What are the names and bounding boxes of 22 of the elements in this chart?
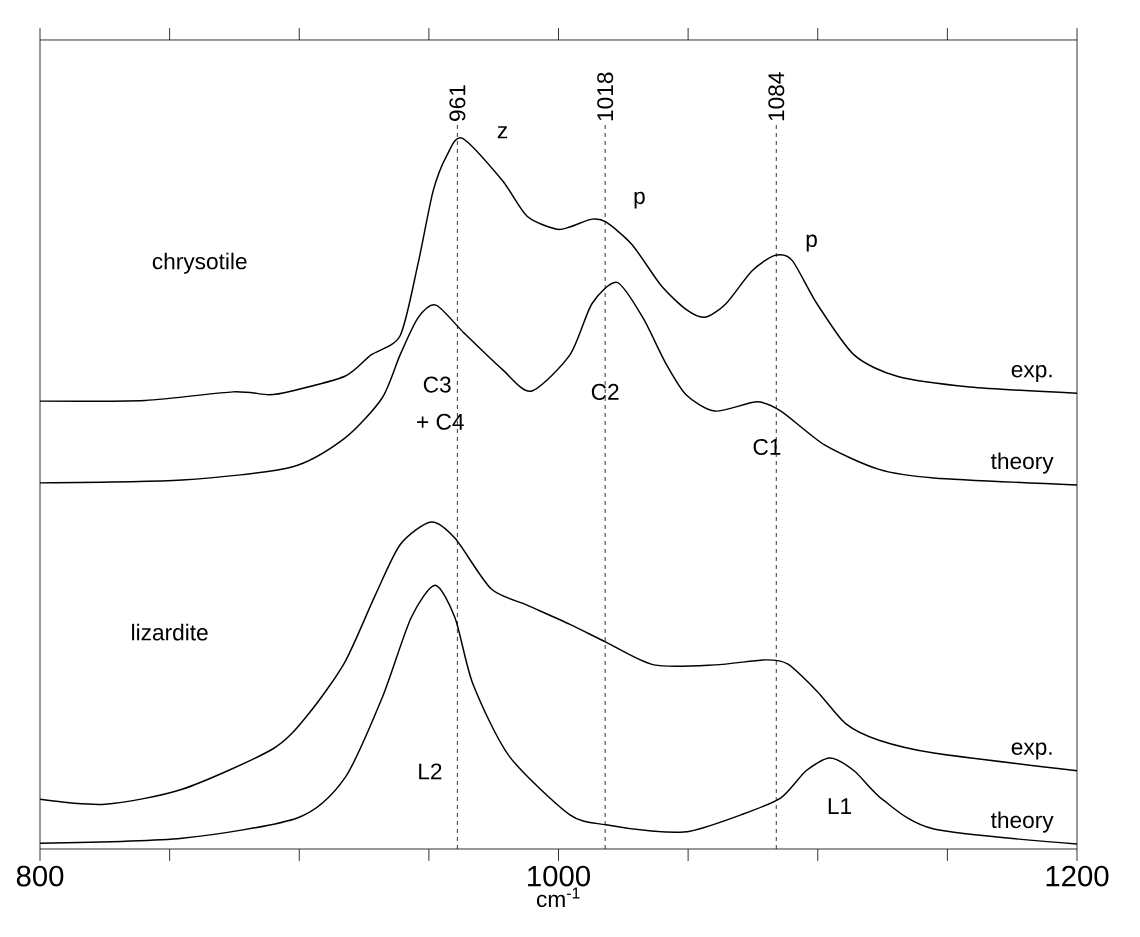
x-tick-label: 1200 [1046,865,1109,887]
annotation: chrysotile [152,252,247,274]
series-label: exp. [1011,742,1052,760]
series-label: exp. [1011,365,1052,382]
x-tick-label: 800 [16,865,64,887]
annotation: lizardite [132,623,208,641]
annotation: + C4 [417,413,464,430]
annotation: z [497,126,508,139]
ref-line-label: 961 [449,85,466,121]
series-label: theory [990,452,1054,474]
ref-line-label: 1084 [768,72,785,121]
annotation: L1 [828,798,852,814]
series-label: theory [990,811,1054,833]
annotation: L2 [419,763,442,780]
ref-line-label: 1018 [597,72,614,121]
annotation: p [806,234,817,252]
annotation: C2 [591,383,619,400]
annotation: p [634,191,645,209]
x-axis-title: cm$^{-1}$ [536,887,580,908]
annotation: C3 [423,376,451,393]
annotation: C1 [753,438,781,455]
x-tick-label: 1000 [528,865,590,887]
